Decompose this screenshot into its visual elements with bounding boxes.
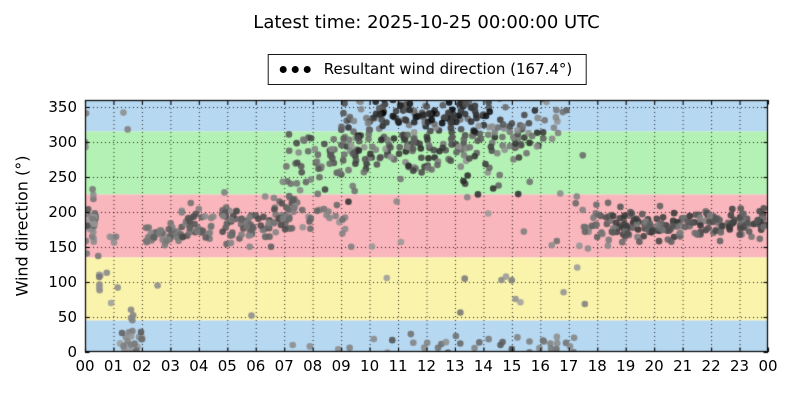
x-tick-label: 06: [246, 357, 266, 375]
y-tick-label: 100: [48, 273, 77, 291]
x-tick-label: 04: [189, 357, 209, 375]
x-tick-label: 20: [644, 357, 664, 375]
legend: Resultant wind direction (167.4°): [267, 54, 587, 85]
x-tick-label: 16: [530, 357, 550, 375]
x-tick-label: 11: [388, 357, 408, 375]
x-tick-label: 10: [360, 357, 380, 375]
legend-dot-icon: [279, 65, 287, 73]
x-tick-label: 14: [473, 357, 493, 375]
x-tick-label: 17: [559, 357, 579, 375]
y-tick-label: 250: [48, 168, 77, 186]
x-tick-label: 13: [445, 357, 465, 375]
y-tick-label: 350: [48, 98, 77, 116]
x-tick-label: 18: [587, 357, 607, 375]
scatter-legend-marker: [279, 65, 311, 73]
chart-title: Latest time: 2025-10-25 00:00:00 UTC: [253, 12, 600, 33]
x-tick-label: 02: [132, 357, 152, 375]
x-tick-label: 22: [701, 357, 721, 375]
x-tick-label: 03: [160, 357, 180, 375]
x-tick-label: 00: [758, 357, 778, 375]
x-tick-label: 09: [331, 357, 351, 375]
x-tick-label: 12: [416, 357, 437, 375]
legend-dot-icon: [303, 65, 311, 73]
y-tick-label: 300: [48, 133, 77, 151]
legend-dot-icon: [291, 65, 299, 73]
y-tick-label: 0: [67, 343, 77, 361]
x-tick-label: 00: [75, 357, 95, 375]
x-tick-label: 08: [303, 357, 323, 375]
x-tick-label: 15: [502, 357, 522, 375]
x-tick-label: 21: [673, 357, 693, 375]
legend-label: Resultant wind direction (167.4°): [323, 60, 573, 78]
x-tick-label: 01: [103, 357, 123, 375]
x-tick-label: 05: [217, 357, 237, 375]
y-tick-label: 50: [57, 308, 77, 326]
y-tick-label: 200: [48, 203, 77, 221]
x-tick-label: 07: [274, 357, 294, 375]
x-tick-label: 23: [729, 357, 750, 375]
y-tick-label: 150: [48, 238, 77, 256]
x-tick-label: 19: [616, 357, 636, 375]
